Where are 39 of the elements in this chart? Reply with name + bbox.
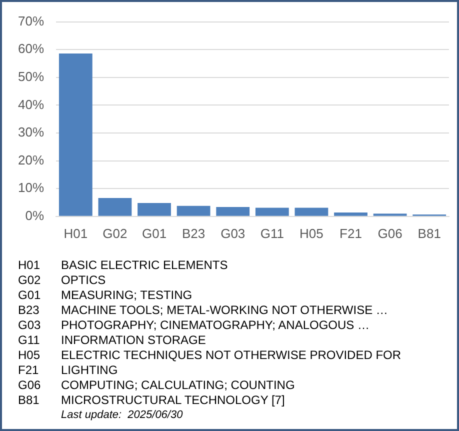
text: LIGHTING	[61, 363, 118, 378]
x-tick-label: G11	[260, 226, 284, 241]
y-tick-label: 40%	[18, 96, 44, 112]
y-tick-label: 10%	[18, 180, 44, 196]
text: ELECTRIC TECHNIQUES NOT OTHERWISE PROVIDED FOR	[61, 348, 402, 363]
y-tick-label: 70%	[18, 13, 44, 28]
x-tick-label: H05	[300, 226, 324, 241]
x-tick-label: G01	[142, 226, 167, 241]
x-tick-label: G03	[220, 226, 246, 241]
category-label: G06	[18, 378, 41, 392]
y-tick-label: 0%	[25, 208, 44, 223]
text: Last update: 2025/06/30	[61, 408, 183, 423]
category-label: F21	[18, 363, 39, 377]
y-tick-label: 20%	[18, 152, 44, 168]
text: BASIC ELECTRIC ELEMENTS	[61, 258, 228, 273]
text: MEASURING; TESTING	[61, 288, 192, 303]
category-label: H05	[18, 348, 40, 362]
x-tick-label: G06	[378, 226, 402, 241]
text: COMPUTING; CALCULATING; COUNTING	[61, 378, 295, 393]
category-label: G03	[18, 318, 41, 332]
category-label: G01	[18, 288, 41, 302]
category-label: B81	[18, 393, 40, 407]
category-label: B23	[18, 303, 40, 317]
category-label: G11	[18, 333, 40, 347]
x-tick-label: B23	[182, 226, 206, 241]
x-tick-label: B81	[418, 226, 441, 241]
x-tick-label: G02	[102, 226, 128, 241]
text: MACHINE TOOLS; METAL-WORKING NOT OTHERWISE …	[61, 303, 388, 318]
text: OPTICS	[61, 273, 106, 288]
y-tick-label: 30%	[18, 124, 44, 140]
y-tick-label: 50%	[18, 68, 44, 84]
x-tick-label: H01	[64, 226, 88, 241]
x-tick-label: F21	[340, 226, 362, 241]
text: PHOTOGRAPHY; CINEMATOGRAPHY; ANALOGOUS …	[61, 318, 370, 333]
text: INFORMATION STORAGE	[61, 333, 206, 348]
category-label: G02	[18, 273, 41, 287]
y-tick-label: 60%	[18, 41, 44, 56]
text: MICROSTRUCTURAL TECHNOLOGY [7]	[61, 393, 285, 408]
category-label: H01	[18, 258, 40, 272]
